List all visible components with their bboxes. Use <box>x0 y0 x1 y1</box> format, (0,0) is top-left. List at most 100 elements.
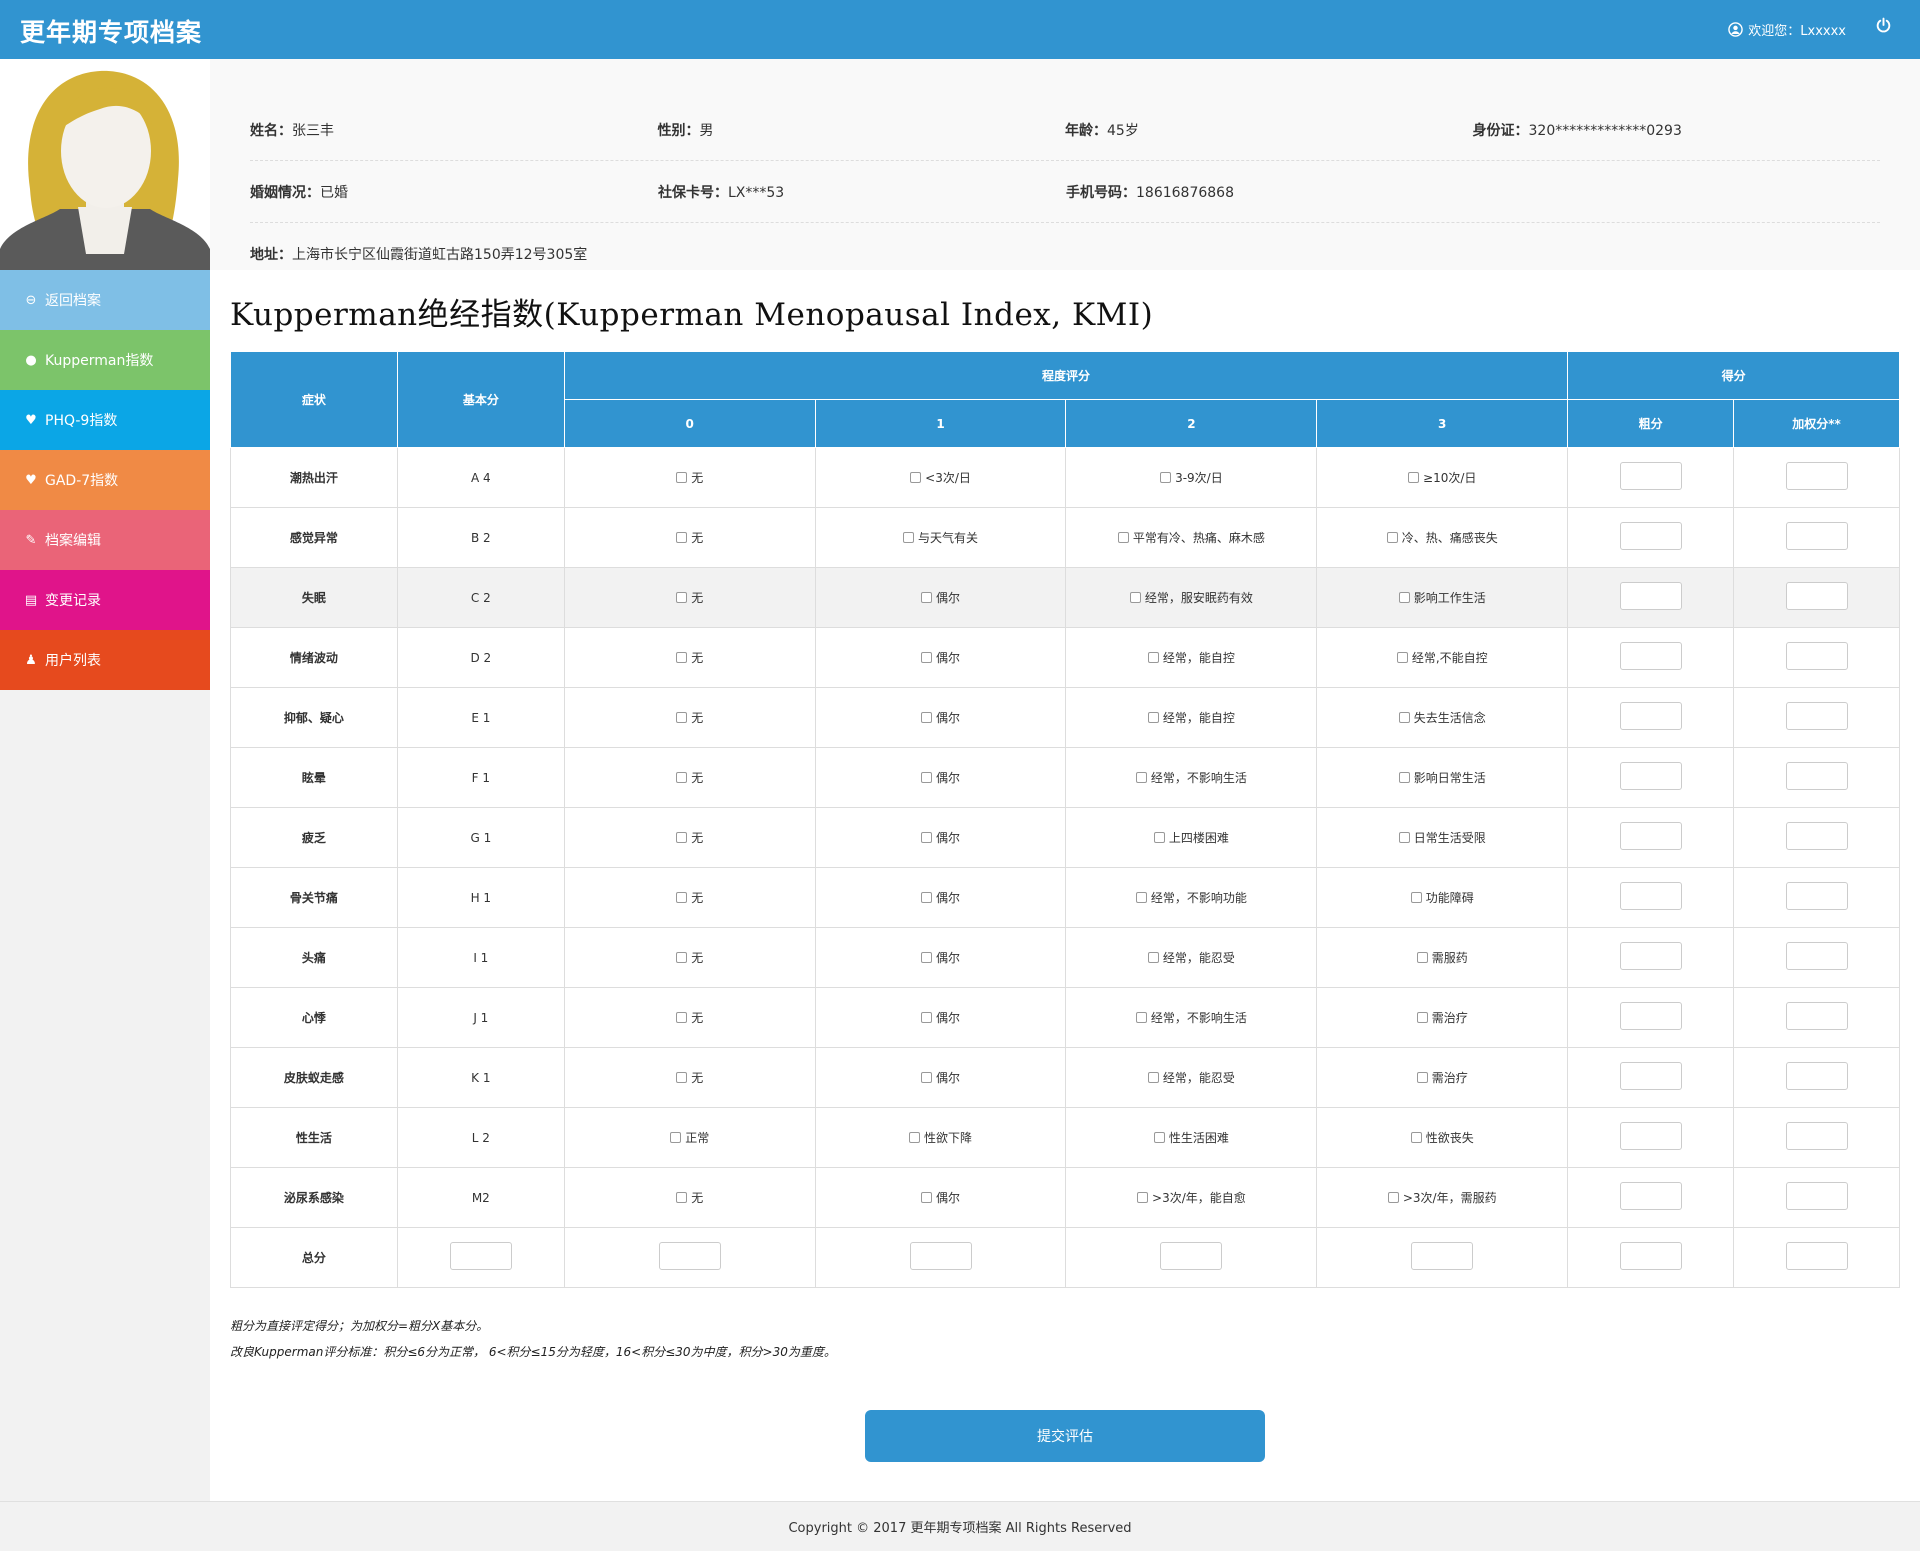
degree-option[interactable]: 偶尔 <box>921 1009 960 1026</box>
degree-option[interactable]: 无 <box>676 1189 703 1206</box>
raw-score-input[interactable] <box>1619 882 1682 910</box>
weighted-score-input[interactable] <box>1785 822 1848 850</box>
degree-option[interactable]: 无 <box>676 1009 703 1026</box>
checkbox[interactable] <box>903 532 915 543</box>
weighted-score-input[interactable] <box>1785 882 1848 910</box>
checkbox[interactable] <box>1416 1012 1428 1023</box>
checkbox[interactable] <box>1135 772 1147 783</box>
raw-score-input[interactable] <box>1619 462 1682 490</box>
sidebar-item-back[interactable]: ⊖ 返回档案 <box>0 270 210 330</box>
weighted-score-input[interactable] <box>1785 942 1848 970</box>
degree-option[interactable]: 经常,不能自控 <box>1396 649 1488 666</box>
checkbox[interactable] <box>676 1012 688 1023</box>
checkbox[interactable] <box>1153 832 1165 843</box>
degree-option[interactable]: 正常 <box>670 1129 709 1146</box>
checkbox[interactable] <box>1410 1132 1422 1143</box>
degree-option[interactable]: 上四楼困难 <box>1153 829 1229 846</box>
welcome-user[interactable]: 欢迎您：Lxxxxx <box>1728 20 1846 39</box>
weighted-score-input[interactable] <box>1785 642 1848 670</box>
raw-score-input[interactable] <box>1619 1062 1682 1090</box>
degree-option[interactable]: 无 <box>676 769 703 786</box>
checkbox[interactable] <box>1408 472 1420 483</box>
checkbox[interactable] <box>1410 892 1422 903</box>
raw-score-input[interactable] <box>1619 762 1682 790</box>
checkbox[interactable] <box>1147 712 1159 723</box>
degree-option[interactable]: 偶尔 <box>921 709 960 726</box>
raw-score-input[interactable] <box>1619 1122 1682 1150</box>
checkbox[interactable] <box>676 832 688 843</box>
degree-option[interactable]: 需服药 <box>1416 949 1468 966</box>
checkbox[interactable] <box>921 1192 933 1203</box>
sidebar-item-users[interactable]: ♟ 用户列表 <box>0 630 210 690</box>
weighted-score-input[interactable] <box>1785 1122 1848 1150</box>
checkbox[interactable] <box>1137 1192 1149 1203</box>
degree-option[interactable]: 无 <box>676 649 703 666</box>
degree-option[interactable]: >3次/年，能自愈 <box>1137 1189 1246 1206</box>
checkbox[interactable] <box>1160 472 1172 483</box>
degree-option[interactable]: 经常，能自控 <box>1147 649 1235 666</box>
checkbox[interactable] <box>921 892 933 903</box>
total-input[interactable] <box>1785 1242 1848 1270</box>
checkbox[interactable] <box>676 592 688 603</box>
checkbox[interactable] <box>676 532 688 543</box>
checkbox[interactable] <box>1398 832 1410 843</box>
raw-score-input[interactable] <box>1619 1002 1682 1030</box>
checkbox[interactable] <box>1129 592 1141 603</box>
raw-score-input[interactable] <box>1619 702 1682 730</box>
checkbox[interactable] <box>676 772 688 783</box>
checkbox[interactable] <box>1153 1132 1165 1143</box>
checkbox[interactable] <box>676 712 688 723</box>
checkbox[interactable] <box>909 1132 921 1143</box>
checkbox[interactable] <box>1147 952 1159 963</box>
degree-option[interactable]: 无 <box>676 469 703 486</box>
weighted-score-input[interactable] <box>1785 1062 1848 1090</box>
weighted-score-input[interactable] <box>1785 762 1848 790</box>
raw-score-input[interactable] <box>1619 1182 1682 1210</box>
checkbox[interactable] <box>676 472 688 483</box>
checkbox[interactable] <box>1117 532 1129 543</box>
checkbox[interactable] <box>1398 772 1410 783</box>
degree-option[interactable]: 偶尔 <box>921 649 960 666</box>
total-input[interactable] <box>909 1242 972 1270</box>
checkbox[interactable] <box>676 1192 688 1203</box>
sidebar-item-phq9[interactable]: ♥ PHQ-9指数 <box>0 390 210 450</box>
degree-option[interactable]: 经常，能自控 <box>1147 709 1235 726</box>
degree-option[interactable]: 冷、热、痛感丧失 <box>1386 529 1498 546</box>
checkbox[interactable] <box>1135 1012 1147 1023</box>
weighted-score-input[interactable] <box>1785 462 1848 490</box>
raw-score-input[interactable] <box>1619 642 1682 670</box>
checkbox[interactable] <box>1387 1192 1399 1203</box>
degree-option[interactable]: 无 <box>676 709 703 726</box>
checkbox[interactable] <box>921 592 933 603</box>
total-input[interactable] <box>1160 1242 1223 1270</box>
total-input[interactable] <box>1619 1242 1682 1270</box>
degree-option[interactable]: 性欲丧失 <box>1410 1129 1474 1146</box>
weighted-score-input[interactable] <box>1785 582 1848 610</box>
sidebar-item-kupperman[interactable]: ● Kupperman指数 <box>0 330 210 390</box>
checkbox[interactable] <box>676 892 688 903</box>
degree-option[interactable]: 无 <box>676 889 703 906</box>
power-icon[interactable] <box>1875 17 1892 39</box>
degree-option[interactable]: >3次/年，需服药 <box>1387 1189 1497 1206</box>
degree-option[interactable]: 与天气有关 <box>903 529 978 546</box>
degree-option[interactable]: 经常，能忍受 <box>1147 1069 1235 1086</box>
checkbox[interactable] <box>1416 952 1428 963</box>
degree-option[interactable]: 无 <box>676 829 703 846</box>
checkbox[interactable] <box>1135 892 1147 903</box>
degree-option[interactable]: 平常有冷、热痛、麻木感 <box>1117 529 1265 546</box>
degree-option[interactable]: 偶尔 <box>921 829 960 846</box>
degree-option[interactable]: 经常，不影响生活 <box>1135 769 1247 786</box>
checkbox[interactable] <box>1416 1072 1428 1083</box>
checkbox[interactable] <box>676 652 688 663</box>
sidebar-item-changelog[interactable]: ▤ 变更记录 <box>0 570 210 630</box>
weighted-score-input[interactable] <box>1785 522 1848 550</box>
degree-option[interactable]: <3次/日 <box>910 469 971 486</box>
checkbox[interactable] <box>921 772 933 783</box>
checkbox[interactable] <box>921 1072 933 1083</box>
checkbox[interactable] <box>1147 1072 1159 1083</box>
degree-option[interactable]: 经常，服安眠药有效 <box>1129 589 1253 606</box>
checkbox[interactable] <box>1398 712 1410 723</box>
degree-option[interactable]: 偶尔 <box>921 1189 960 1206</box>
degree-option[interactable]: 3-9次/日 <box>1160 469 1223 486</box>
checkbox[interactable] <box>670 1132 682 1143</box>
